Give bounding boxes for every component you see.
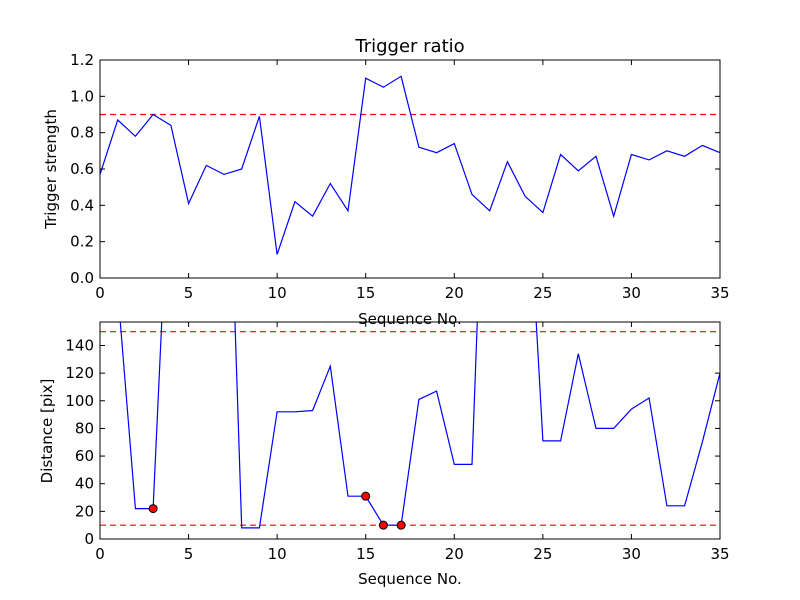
threshold-lines: [100, 331, 720, 526]
x-tick-label: 30: [622, 284, 641, 302]
x-tick-label: 25: [533, 284, 552, 302]
x-tick-label: 20: [445, 284, 464, 302]
x-tick-label: 30: [622, 545, 641, 563]
y-tick-label: 0: [84, 530, 94, 548]
y-tick-label: 0.0: [70, 269, 94, 287]
y-tick-label: 20: [75, 502, 94, 520]
plot-frame: [99, 321, 721, 540]
trigger-ratio-subplot: Trigger ratio Sequence No. Trigger stren…: [42, 36, 730, 328]
series-line-0: [119, 322, 720, 529]
axis-ticks: 0 5 10 15 20 25 30 35 0 20 40 60 80 100 120 140: [65, 322, 730, 563]
marker-point-2: [378, 520, 388, 530]
x-tick-label: 10: [268, 284, 287, 302]
y-tick-label: 1.0: [70, 87, 94, 105]
x-tick-label: 35: [710, 545, 729, 563]
y-tick-label: 140: [65, 336, 94, 354]
chart-title: Trigger ratio: [354, 36, 464, 57]
x-tick-label: 35: [710, 284, 729, 302]
marker-points: [148, 491, 406, 530]
x-tick-label: 0: [95, 545, 105, 563]
y-axis-label: Trigger strength: [42, 109, 60, 230]
marker-point-1: [361, 491, 371, 501]
y-tick-label: 0.2: [70, 233, 94, 251]
x-tick-label: 5: [184, 284, 194, 302]
y-tick-label: 80: [75, 419, 94, 437]
x-tick-label: 25: [533, 545, 552, 563]
y-axis-label: Distance [pix]: [38, 379, 56, 484]
marker-point-0: [148, 504, 158, 514]
y-tick-label: 0.8: [70, 124, 94, 142]
y-tick-label: 1.2: [70, 51, 94, 69]
y-tick-label: 0.6: [70, 160, 94, 178]
x-tick-label: 15: [356, 545, 375, 563]
y-tick-label: 60: [75, 447, 94, 465]
y-tick-label: 100: [65, 392, 94, 410]
x-axis-label: Sequence No.: [358, 310, 462, 328]
x-tick-label: 20: [445, 545, 464, 563]
x-tick-label: 10: [268, 545, 287, 563]
x-tick-label: 15: [356, 284, 375, 302]
y-tick-label: 40: [75, 475, 94, 493]
series-lines: [119, 322, 720, 529]
series-line-0: [100, 75, 720, 255]
y-tick-label: 0.4: [70, 196, 94, 214]
x-tick-label: 5: [184, 545, 194, 563]
plot-frame: [99, 59, 721, 279]
x-tick-label: 0: [95, 284, 105, 302]
y-tick-label: 120: [65, 364, 94, 382]
x-axis-label: Sequence No.: [358, 570, 462, 588]
marker-point-3: [396, 520, 406, 530]
distance-subplot: Sequence No. Distance [pix] 0 5 10 15 20 25 30…: [38, 321, 730, 588]
series-lines: [100, 75, 720, 255]
axis-ticks: 0 5 10 15 20 25 30 35 0.0 0.2 0.4 0.6 0.8 1.0 1.2: [70, 51, 729, 302]
